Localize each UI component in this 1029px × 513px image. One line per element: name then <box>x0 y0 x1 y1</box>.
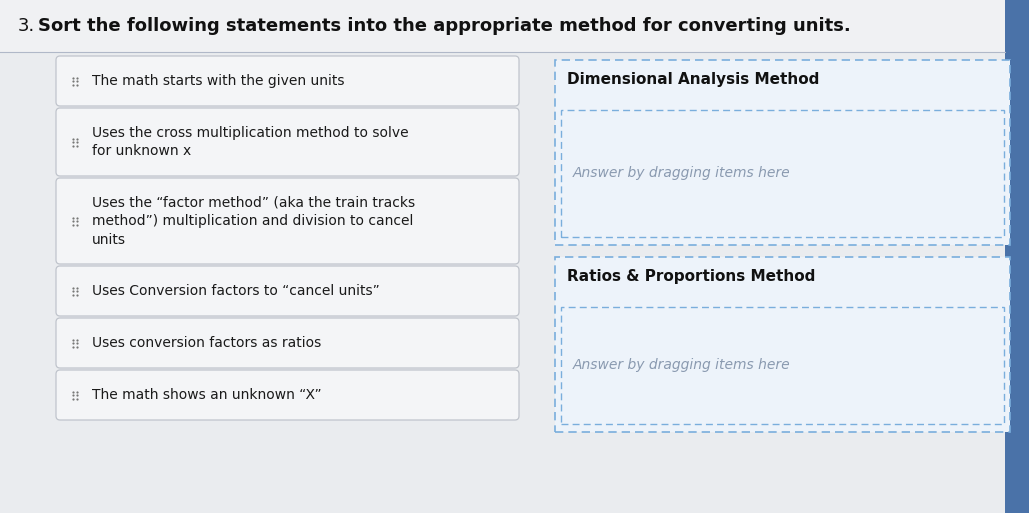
Text: Uses the cross multiplication method to solve
for unknown x: Uses the cross multiplication method to … <box>92 126 409 159</box>
Text: The math starts with the given units: The math starts with the given units <box>92 74 345 88</box>
FancyBboxPatch shape <box>0 0 1005 52</box>
Text: Sort the following statements into the appropriate method for converting units.: Sort the following statements into the a… <box>38 17 851 35</box>
Text: Dimensional Analysis Method: Dimensional Analysis Method <box>567 72 819 87</box>
FancyBboxPatch shape <box>0 0 1005 513</box>
Text: 3.: 3. <box>17 17 35 35</box>
Text: Ratios & Proportions Method: Ratios & Proportions Method <box>567 269 815 284</box>
FancyBboxPatch shape <box>555 257 1010 432</box>
Text: Answer by dragging items here: Answer by dragging items here <box>573 167 790 181</box>
FancyBboxPatch shape <box>56 56 519 106</box>
Text: The math shows an unknown “X”: The math shows an unknown “X” <box>92 388 322 402</box>
Text: Uses conversion factors as ratios: Uses conversion factors as ratios <box>92 336 321 350</box>
FancyBboxPatch shape <box>56 266 519 316</box>
FancyBboxPatch shape <box>561 110 1004 237</box>
FancyBboxPatch shape <box>561 307 1004 424</box>
Text: Uses the “factor method” (aka the train tracks
method”) multiplication and divis: Uses the “factor method” (aka the train … <box>92 195 415 247</box>
FancyBboxPatch shape <box>555 60 1010 245</box>
FancyBboxPatch shape <box>56 370 519 420</box>
FancyBboxPatch shape <box>56 108 519 176</box>
FancyBboxPatch shape <box>56 318 519 368</box>
FancyBboxPatch shape <box>56 178 519 264</box>
Text: Uses Conversion factors to “cancel units”: Uses Conversion factors to “cancel units… <box>92 284 380 298</box>
FancyBboxPatch shape <box>1005 0 1029 513</box>
Text: Answer by dragging items here: Answer by dragging items here <box>573 359 790 372</box>
